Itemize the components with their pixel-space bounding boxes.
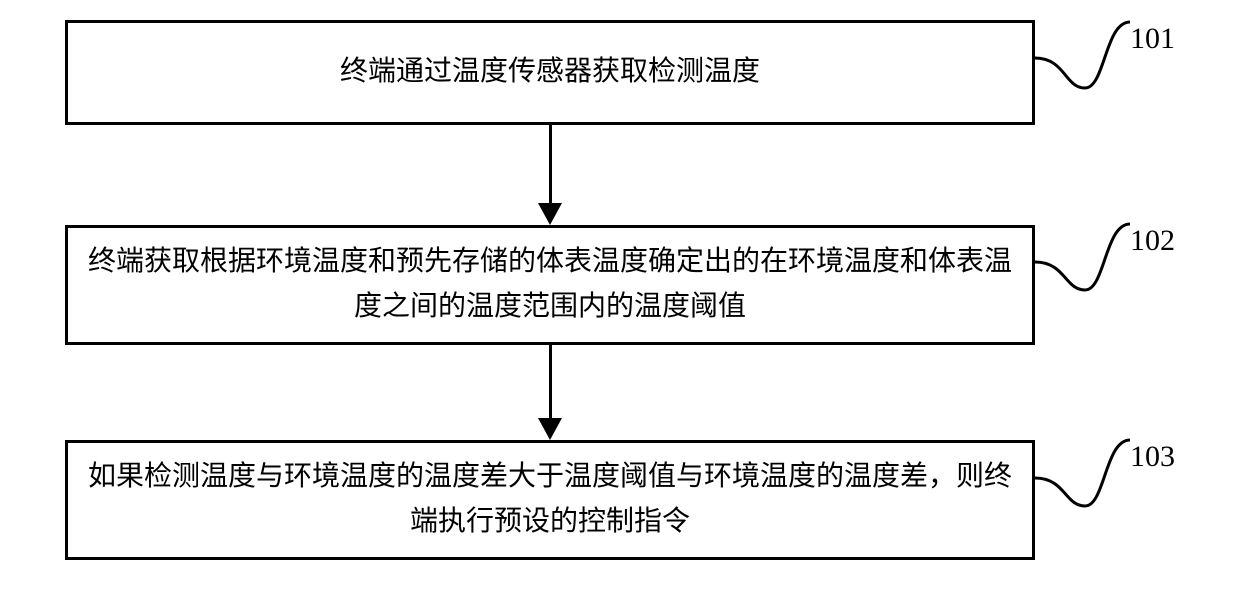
flow-step-101-text: 终端通过温度传感器获取检测温度 xyxy=(340,50,760,95)
flow-step-102-text: 终端获取根据环境温度和预先存储的体表温度确定出的在环境温度和体表温度之间的温度范… xyxy=(88,240,1012,330)
label-103-text: 103 xyxy=(1130,440,1175,473)
label-102: 102 xyxy=(1130,224,1175,258)
label-103: 103 xyxy=(1130,440,1175,474)
flow-step-103: 如果检测温度与环境温度的温度差大于温度阈值与环境温度的温度差，则终端执行预设的控… xyxy=(65,440,1035,560)
connector-102 xyxy=(1035,222,1130,292)
label-102-text: 102 xyxy=(1130,224,1175,257)
flow-step-103-text: 如果检测温度与环境温度的温度差大于温度阈值与环境温度的温度差，则终端执行预设的控… xyxy=(88,455,1012,545)
arrow-2-line xyxy=(549,345,552,420)
label-101-text: 101 xyxy=(1130,22,1175,55)
flow-step-101: 终端通过温度传感器获取检测温度 xyxy=(65,20,1035,125)
flowchart-canvas: 终端通过温度传感器获取检测温度 101 终端获取根据环境温度和预先存储的体表温度… xyxy=(0,0,1240,597)
connector-103 xyxy=(1035,438,1130,508)
flow-step-102: 终端获取根据环境温度和预先存储的体表温度确定出的在环境温度和体表温度之间的温度范… xyxy=(65,225,1035,345)
label-101: 101 xyxy=(1130,22,1175,56)
arrow-1-line xyxy=(549,125,552,205)
connector-101 xyxy=(1035,20,1130,90)
arrow-1-head xyxy=(538,203,562,225)
arrow-2-head xyxy=(538,418,562,440)
